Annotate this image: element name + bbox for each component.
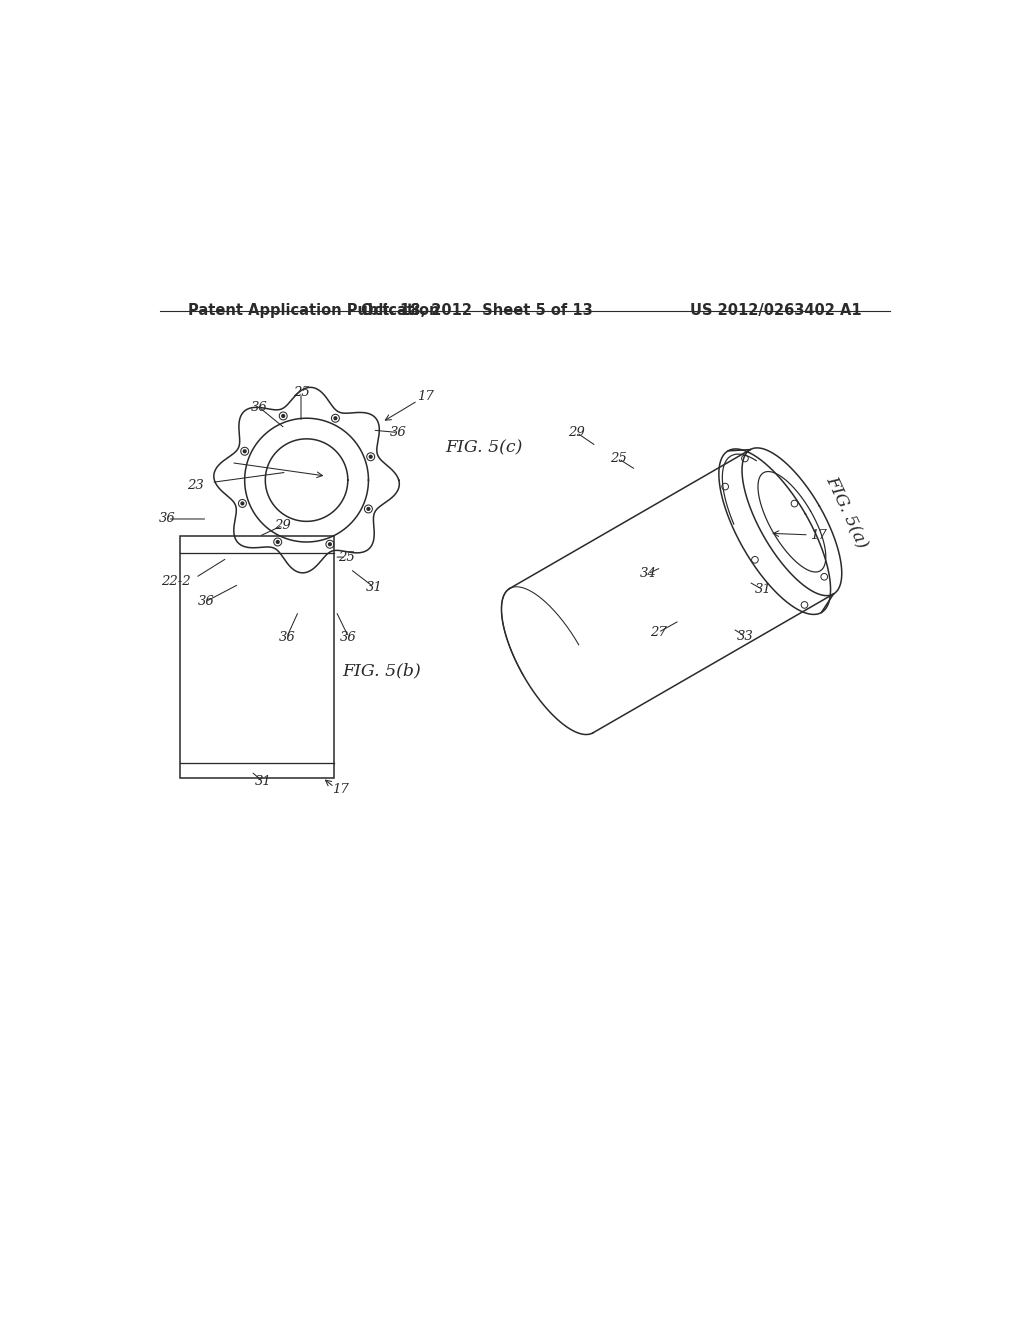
Circle shape: [241, 502, 244, 504]
Text: 25: 25: [338, 550, 354, 564]
Text: 36: 36: [279, 631, 295, 644]
Text: 36: 36: [251, 400, 267, 413]
Circle shape: [282, 414, 285, 417]
Text: 17: 17: [810, 529, 826, 543]
Circle shape: [334, 417, 337, 420]
Text: 36: 36: [340, 631, 357, 644]
Text: 17: 17: [333, 783, 349, 796]
Text: FIG. 5(a): FIG. 5(a): [822, 473, 870, 550]
Text: 29: 29: [274, 519, 291, 532]
Text: 31: 31: [366, 581, 382, 594]
Text: 36: 36: [160, 512, 176, 525]
Text: US 2012/0263402 A1: US 2012/0263402 A1: [690, 304, 862, 318]
Text: Patent Application Publication: Patent Application Publication: [187, 304, 439, 318]
Text: 36: 36: [389, 426, 407, 440]
Text: FIG. 5(c): FIG. 5(c): [445, 440, 523, 457]
Text: 33: 33: [737, 630, 754, 643]
Circle shape: [367, 508, 370, 511]
Text: 23: 23: [187, 479, 204, 492]
Text: 27: 27: [650, 626, 667, 639]
Text: 25: 25: [610, 453, 627, 465]
Text: FIG. 5(b): FIG. 5(b): [342, 663, 421, 678]
Text: 25: 25: [293, 387, 309, 400]
Circle shape: [370, 455, 372, 458]
Circle shape: [329, 543, 332, 545]
Bar: [179, 536, 334, 777]
Text: 31: 31: [755, 583, 771, 597]
Circle shape: [276, 541, 280, 544]
Circle shape: [244, 450, 246, 453]
Text: 29: 29: [568, 426, 585, 440]
Text: 31: 31: [255, 775, 271, 788]
Text: 22-2: 22-2: [161, 576, 190, 589]
Text: 17: 17: [417, 391, 434, 404]
Text: Oct. 18, 2012  Sheet 5 of 13: Oct. 18, 2012 Sheet 5 of 13: [361, 304, 593, 318]
Text: 34: 34: [639, 568, 656, 581]
Text: 36: 36: [198, 595, 214, 609]
